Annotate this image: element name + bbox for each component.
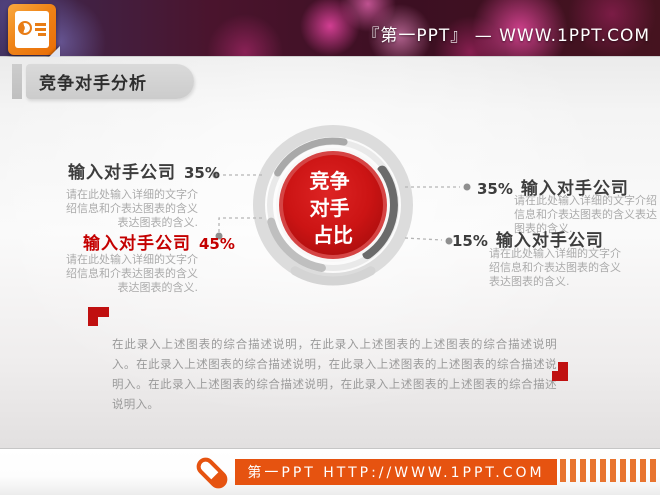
arc-bottom-left (267, 217, 326, 272)
pill-icon (196, 457, 228, 489)
company-name: 输入对手公司 (495, 231, 604, 251)
powerpoint-logo-icon (8, 4, 60, 59)
arc-right-dark (362, 165, 398, 260)
slide-body: 竞争对手分析 竞争 (0, 57, 660, 448)
slide-header: 『第一PPT』 — WWW.1PPT.COM (0, 0, 660, 59)
competitor-donut-chart: 竞争 对手 占比 (212, 125, 471, 286)
donut-center-label: 竞争 对手 占比 (310, 169, 357, 247)
title-accent-bar (12, 64, 22, 99)
percent-value: 15% (452, 232, 488, 250)
competitor-item-top-left: 输入对手公司 35% (68, 158, 220, 183)
center-red-circle (283, 155, 383, 255)
footer-site-link[interactable]: 第一PPT HTTP://WWW.1PPT.COM (235, 459, 557, 485)
slide-footer: 第一PPT HTTP://WWW.1PPT.COM (0, 448, 660, 495)
competitor-item-middle-left: 输入对手公司 45% (83, 229, 235, 254)
company-description: 请在此处输入详细的文字介绍信息和介表达图表的含义表达图表的含义. (514, 194, 657, 235)
title-pill: 竞争对手分析 (26, 64, 194, 99)
page-title: 竞争对手分析 (39, 74, 147, 94)
corner-bracket-bottom-right (552, 362, 568, 381)
percent-value: 35% (477, 180, 513, 198)
logo-document (15, 11, 49, 48)
company-name: 输入对手公司 (83, 234, 191, 254)
brand-text[interactable]: 『第一PPT』 — WWW.1PPT.COM (362, 26, 650, 46)
connector-lines (218, 174, 460, 241)
arc-top (274, 137, 348, 177)
company-description: 请在此处输入详细的文字介绍信息和介表达图表的含义表达图表的含义. (66, 253, 198, 294)
company-name: 输入对手公司 (520, 179, 629, 199)
connector-dots (212, 171, 471, 245)
summary-paragraph: 在此录入上述图表的综合描述说明，在此录入上述图表的上述图表的综合描述说明入。在此… (112, 337, 557, 411)
page-fold (47, 46, 60, 59)
competitor-item-top-right: 35% 输入对手公司 (477, 174, 629, 199)
corner-bracket-top-left (88, 307, 109, 326)
logo-pie-chart-icon (18, 21, 32, 35)
company-description: 请在此处输入详细的文字介绍信息和介表达图表的含义表达图表的含义. (66, 188, 198, 229)
footer-stripes (560, 459, 660, 482)
competitor-item-bottom-right: 15% 输入对手公司 (452, 226, 604, 251)
percent-value: 35% (184, 164, 220, 182)
percent-value: 45% (199, 235, 235, 253)
company-name: 输入对手公司 (68, 163, 176, 183)
company-description: 请在此处输入详细的文字介绍信息和介表达图表的含义表达图表的含义. (489, 247, 621, 288)
arc-bottom-outer (290, 266, 376, 286)
